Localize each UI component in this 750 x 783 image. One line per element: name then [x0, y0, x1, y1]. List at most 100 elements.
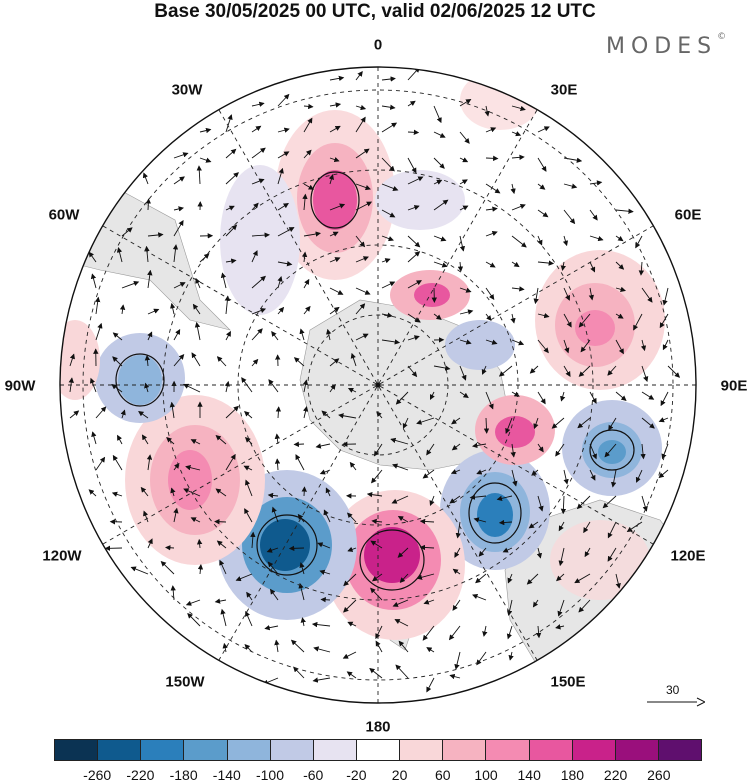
wind-vector: [312, 677, 331, 683]
wind-vector: [225, 148, 237, 159]
wind-vector: [589, 209, 598, 221]
wind-vector: [607, 521, 617, 539]
wind-vector: [373, 443, 383, 457]
wind-vector: [329, 203, 346, 211]
wind-vector: [526, 573, 539, 585]
wind-vector: [121, 280, 140, 289]
wind-vector: [366, 491, 383, 498]
wind-vector: [138, 410, 149, 419]
wind-vector: [347, 621, 357, 627]
wind-vector: [419, 518, 435, 525]
wind-vector: [485, 339, 498, 345]
wind-vector: [277, 127, 290, 133]
colorbar-tick-label: -100: [255, 767, 285, 783]
wind-vector: [551, 417, 565, 429]
wind-vector: [250, 531, 256, 549]
wind-vector: [121, 227, 133, 237]
wind-vector: [302, 193, 308, 211]
wind-vector: [303, 117, 313, 133]
wind-vector: [469, 494, 487, 500]
wind-vector: [173, 206, 184, 212]
wind-vector: [268, 379, 279, 393]
lon-label-30e: 30E: [550, 81, 578, 99]
wind-vector: [511, 203, 526, 211]
wind-vector: [416, 417, 435, 425]
wind-vector: [90, 273, 97, 289]
wind-vector: [220, 608, 227, 627]
wind-vector: [95, 322, 103, 341]
wind-vector: [607, 365, 617, 376]
wind-vector: [277, 306, 285, 315]
wind-vector: [583, 521, 591, 534]
wind-vector: [392, 463, 409, 471]
wind-vector: [343, 573, 357, 587]
wind-vector: [266, 547, 279, 553]
wind-vector: [511, 154, 525, 161]
wind-vector: [407, 335, 420, 341]
wind-vector: [640, 443, 646, 460]
wind-vector: [329, 125, 341, 133]
wind-vector: [399, 573, 409, 583]
wind-vector: [245, 610, 253, 627]
wind-vector: [328, 174, 335, 185]
wind-vector: [511, 286, 525, 292]
wind-vector: [165, 545, 175, 551]
wind-vector: [555, 624, 565, 630]
colorbar-tick-label: -260: [83, 767, 112, 783]
wind-vector: [215, 488, 227, 497]
colorbar-swatch: [572, 740, 616, 760]
wind-vector: [398, 640, 409, 653]
wind-vector: [355, 183, 371, 191]
wind-vector: [381, 312, 393, 318]
wind-vector: [147, 269, 153, 289]
wind-vector: [484, 105, 490, 117]
colorbar-tick-label: 220: [603, 767, 628, 783]
lon-label-0: 0: [373, 36, 383, 54]
colorbar-tick-label: -220: [126, 767, 155, 783]
wind-vector: [433, 157, 445, 169]
wind-vector: [563, 183, 578, 189]
wind-vector: [537, 183, 546, 190]
lon-label-150w: 150W: [165, 673, 205, 691]
wind-vector: [381, 157, 395, 172]
wind-vector: [563, 209, 576, 225]
wind-vector: [557, 599, 565, 617]
colorbar-tick-label: -60: [303, 767, 324, 783]
wind-vector: [95, 296, 101, 315]
wind-vector: [640, 339, 647, 352]
wind-vector: [478, 547, 487, 557]
wind-vector: [225, 172, 239, 185]
colorbar-swatch: [615, 740, 659, 760]
wind-vector: [528, 521, 539, 529]
wind-vector: [485, 127, 497, 133]
wind-vector: [485, 313, 492, 322]
wind-vector: [452, 599, 461, 611]
wind-vector: [112, 356, 123, 367]
graticule: [60, 67, 696, 703]
wind-vector: [537, 443, 544, 453]
wind-vector: [251, 178, 265, 185]
wind-vector: [251, 275, 266, 289]
wind-vector: [589, 235, 604, 242]
wind-vector: [578, 365, 591, 377]
wind-vector: [588, 287, 595, 301]
wind-vector: [423, 599, 435, 605]
wind-vector: [355, 287, 371, 295]
wind-vector: [147, 232, 164, 238]
wind-vector: [303, 183, 314, 190]
wind-vector: [141, 434, 149, 445]
wind-vector: [91, 431, 97, 445]
wind-vector: [496, 495, 513, 502]
wind-vector: [355, 303, 366, 315]
wind-vector: [88, 489, 97, 497]
wind-vector: [277, 276, 283, 289]
wind-vectors: [68, 67, 681, 693]
wind-vector: [626, 521, 643, 532]
wind-vector: [475, 573, 487, 584]
wind-vector: [560, 261, 566, 271]
wind-vector: [329, 75, 345, 82]
colorbar-swatch: [55, 740, 99, 760]
wind-vector: [355, 333, 369, 341]
colorbar-swatch: [227, 740, 271, 760]
wind-vector: [244, 508, 253, 523]
